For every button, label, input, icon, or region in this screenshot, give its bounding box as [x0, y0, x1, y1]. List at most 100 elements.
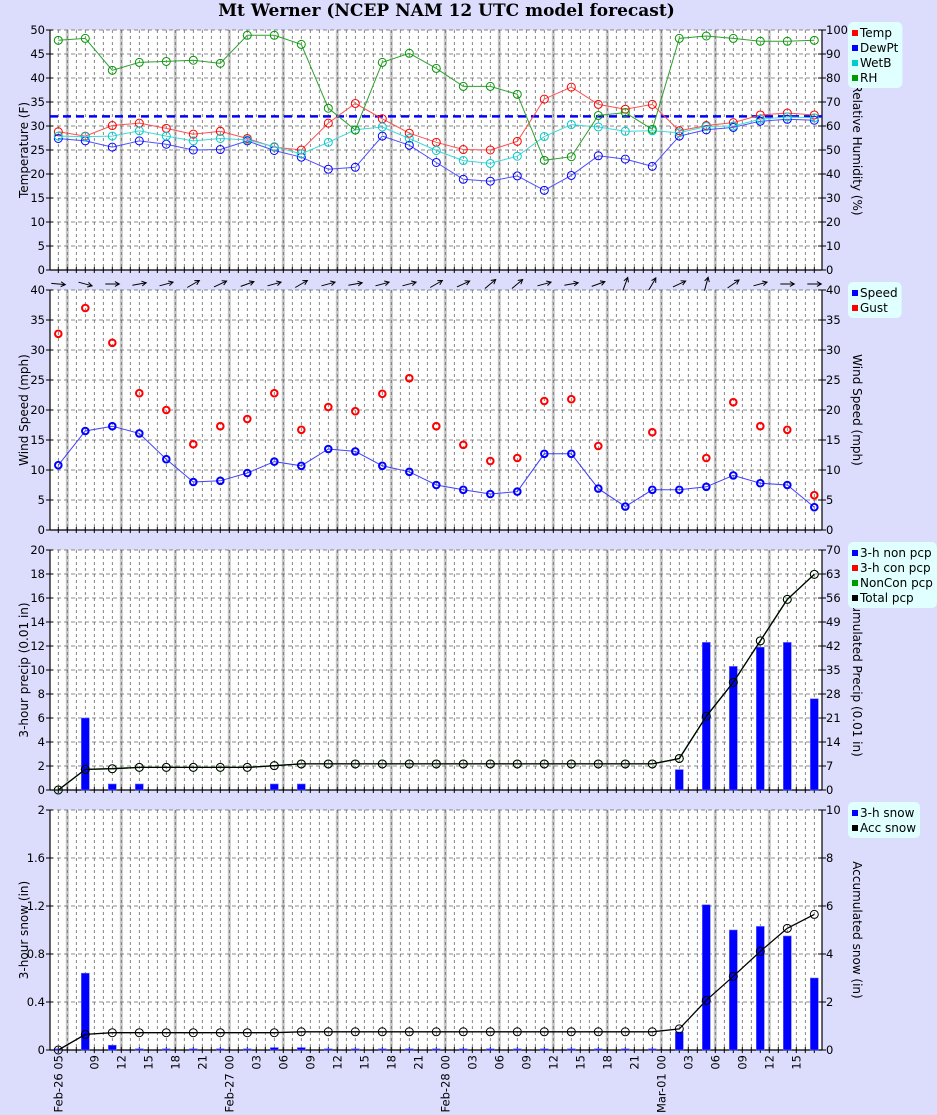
- data-point-gust: [297, 425, 306, 435]
- data-point-acc-snow: [134, 1028, 144, 1038]
- data-point-speed: [81, 426, 90, 436]
- bar-3-h-snow: [135, 1048, 144, 1051]
- x-tick-label: 06: [492, 1055, 506, 1070]
- data-point-speed: [324, 444, 333, 454]
- arrow-head: [411, 280, 418, 287]
- left-tick-label: 18: [30, 567, 45, 581]
- wind-direction-arrow-icon: [807, 281, 823, 287]
- data-point-dewpt: [377, 131, 387, 141]
- right-tick-label: 21: [826, 711, 841, 725]
- data-point-total-pcp: [350, 759, 360, 769]
- legend-label: Total pcp: [859, 591, 914, 605]
- left-axis-title: 3-hour snow (in): [17, 881, 31, 979]
- right-tick-label: 35: [826, 313, 841, 327]
- right-tick-label: 30: [826, 343, 841, 357]
- data-point-wetb: [431, 145, 441, 155]
- legend-label: WetB: [860, 56, 891, 70]
- bar-3-h-snow: [647, 1048, 657, 1051]
- data-point-total-pcp: [188, 762, 198, 772]
- left-tick-label: 6: [38, 711, 45, 725]
- legend-swatch: [852, 550, 858, 556]
- data-point-total-pcp: [539, 759, 549, 769]
- x-tick-label: 03: [465, 1055, 479, 1070]
- bar-3-h-non-pcp: [755, 646, 765, 791]
- data-point-total-pcp: [431, 759, 441, 769]
- data-point-acc-snow: [782, 923, 792, 933]
- data-point-total-pcp: [53, 785, 63, 795]
- data-point-total-pcp: [647, 759, 657, 769]
- arrow-head: [546, 280, 553, 287]
- data-point-total-pcp: [728, 677, 738, 687]
- data-point-wetb: [377, 122, 387, 132]
- left-tick-label: 30: [30, 343, 45, 357]
- arrow-shaft: [429, 280, 443, 288]
- series-line-wetb: [58, 116, 815, 164]
- data-point-rh: [350, 125, 360, 135]
- right-tick-label: 50: [826, 143, 841, 157]
- wind-direction-arrow-icon: [511, 278, 524, 289]
- bar-3-h-snow: [566, 1048, 576, 1051]
- data-point-total-pcp: [512, 759, 522, 769]
- data-point-dewpt: [674, 131, 684, 141]
- data-point-wetb: [134, 126, 144, 136]
- arrow-head: [357, 280, 364, 287]
- data-point-acc-snow: [296, 1027, 306, 1037]
- right-tick-label: 0: [826, 1043, 833, 1057]
- data-point-acc-snow: [539, 1027, 549, 1037]
- data-point-acc-snow: [242, 1028, 252, 1038]
- bar-3-h-snow: [809, 977, 819, 1051]
- left-tick-label: 5: [38, 239, 45, 253]
- wind-direction-arrow-icon: [78, 281, 94, 288]
- data-point-acc-snow: [485, 1027, 495, 1037]
- data-point-total-pcp: [107, 764, 117, 774]
- data-point-total-pcp: [593, 759, 603, 769]
- legend-swatch: [852, 60, 858, 66]
- data-point-total-pcp: [701, 711, 711, 721]
- legend-box: [848, 802, 921, 838]
- wind-direction-arrow-icon: [348, 280, 364, 287]
- data-point-temp: [566, 82, 576, 92]
- x-tick-label: 15: [573, 1055, 587, 1070]
- x-tick-label: 15: [789, 1055, 803, 1070]
- data-point-speed: [189, 477, 198, 487]
- bar-3-h-snow: [620, 1048, 630, 1051]
- data-point-rh: [728, 33, 738, 43]
- x-tick-label: 06: [276, 1055, 290, 1070]
- data-point-gust: [405, 373, 414, 383]
- legend-swatch: [852, 45, 858, 51]
- left-tick-label: 15: [30, 191, 45, 205]
- wind-direction-arrow-icon: [429, 279, 444, 288]
- x-tick-label: 21: [195, 1055, 209, 1070]
- series-line-dewpt: [58, 118, 815, 191]
- left-tick-label: 40: [30, 283, 45, 297]
- data-point-speed: [783, 480, 792, 490]
- data-point-total-pcp: [674, 753, 684, 763]
- data-point-acc-snow: [701, 995, 711, 1005]
- data-point-acc-snow: [53, 1045, 63, 1055]
- wind-direction-arrow-icon: [591, 280, 606, 287]
- arrow-shaft: [132, 282, 147, 286]
- data-point-acc-snow: [350, 1027, 360, 1037]
- data-point-speed: [729, 471, 738, 480]
- data-point-temp: [647, 99, 657, 109]
- bar-3-h-non-pcp: [782, 642, 792, 791]
- data-point-speed: [540, 449, 549, 459]
- x-tick-label: 15: [357, 1055, 371, 1070]
- right-tick-label: 10: [826, 239, 841, 253]
- wind-direction-arrow-icon: [132, 280, 148, 287]
- data-point-speed: [810, 502, 819, 512]
- data-point-acc-snow: [188, 1028, 198, 1038]
- data-point-dewpt: [809, 115, 819, 125]
- data-point-wetb: [107, 131, 117, 141]
- right-tick-label: 7: [826, 759, 833, 773]
- right-tick-label: 4: [826, 947, 833, 961]
- left-axis-title: Temperature (F): [17, 102, 31, 199]
- series-line-temp: [58, 86, 815, 151]
- bar-3-h-non-pcp: [135, 783, 144, 791]
- panel-2: 0 5 10 15 20 25 30 35 40 0 5 10 15 20 25 30 35 40 Wind Spe…: [17, 276, 902, 537]
- right-tick-label: 20: [826, 215, 841, 229]
- data-point-dewpt: [458, 174, 468, 184]
- bar-3-h-non-pcp: [674, 769, 684, 791]
- bar-3-h-non-pcp: [108, 783, 117, 791]
- data-point-dewpt: [539, 185, 549, 195]
